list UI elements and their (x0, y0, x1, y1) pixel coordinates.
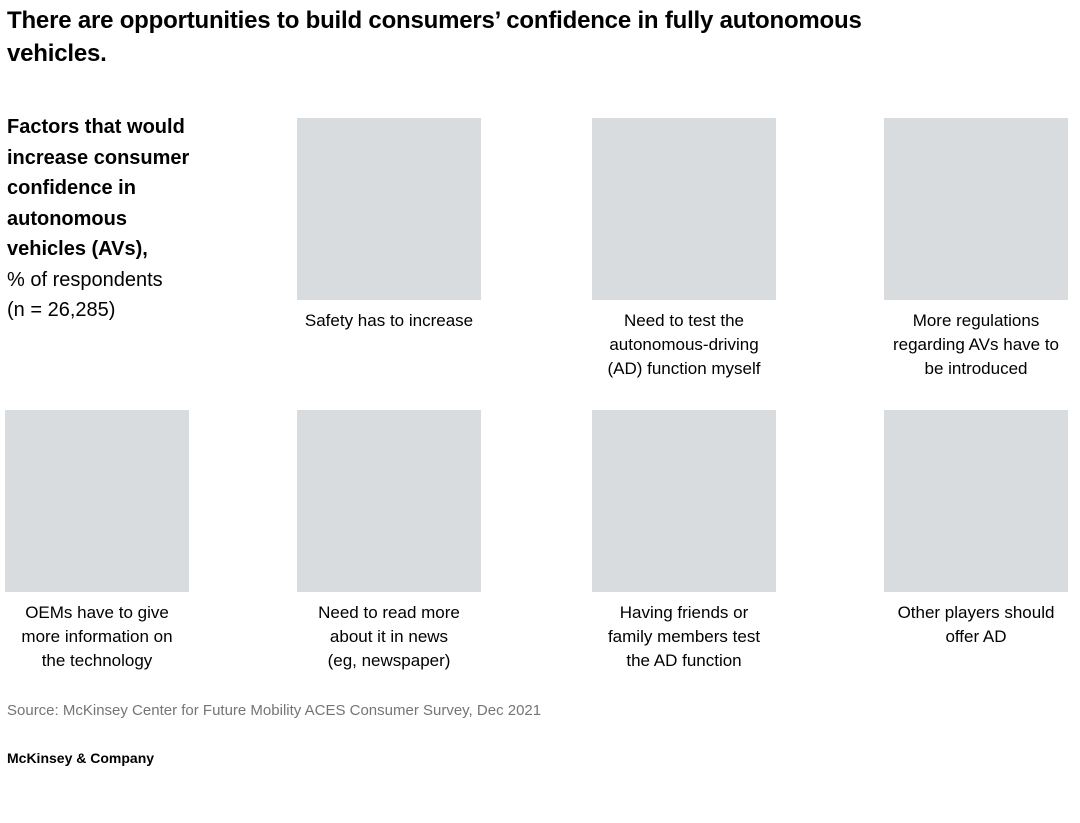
factor-card: Need to read more about it in news (eg, … (289, 410, 489, 673)
brand-wordmark: McKinsey & Company (7, 750, 155, 766)
factor-card: OEMs have to give more information on th… (0, 410, 197, 673)
card-caption: More regulations regarding AVs have to b… (892, 311, 1059, 378)
factor-card: More regulations regarding AVs have to b… (876, 118, 1076, 381)
placeholder-image (297, 118, 481, 300)
measure-label: Factors that would increase consumer con… (7, 116, 190, 260)
card-caption: Other players should offer AD (897, 603, 1055, 646)
measure-label-block: Factors that would increase consumer con… (7, 112, 267, 326)
placeholder-image (297, 410, 481, 592)
factor-card: Need to test the autonomous-driving (AD)… (584, 118, 784, 381)
card-caption: Safety has to increase (304, 311, 474, 330)
factor-card: Safety has to increase (289, 118, 489, 333)
placeholder-image (884, 118, 1068, 300)
card-caption: Need to read more about it in news (eg, … (318, 603, 460, 670)
placeholder-image (884, 410, 1068, 592)
measure-sublabel: % of respondents (n = 26,285) (7, 268, 163, 322)
placeholder-image (592, 118, 776, 300)
page-title: There are opportunities to build consume… (7, 7, 862, 67)
card-caption: OEMs have to give more information on th… (21, 603, 173, 670)
card-caption: Having friends or family members test th… (607, 603, 761, 670)
placeholder-image (592, 410, 776, 592)
factor-card: Having friends or family members test th… (584, 410, 784, 673)
factor-card: Other players should offer AD (876, 410, 1076, 649)
card-caption: Need to test the autonomous-driving (AD)… (607, 311, 761, 378)
source-line: Source: McKinsey Center for Future Mobil… (7, 702, 542, 719)
placeholder-image (5, 410, 189, 592)
